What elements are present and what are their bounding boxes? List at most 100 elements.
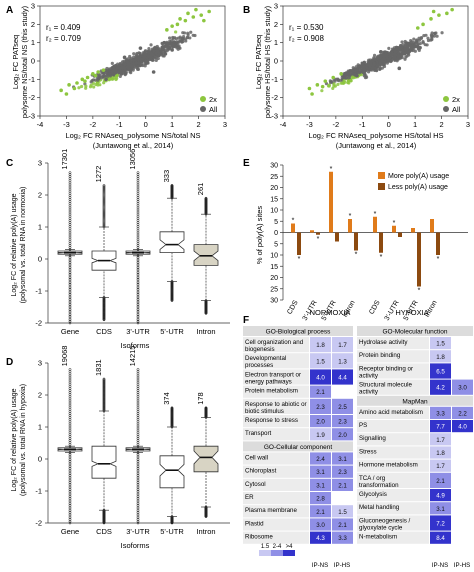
row-label: PS	[359, 422, 367, 429]
outlier-point	[68, 201, 72, 205]
outlier-point	[136, 240, 140, 244]
column-label: IP-NS	[312, 562, 329, 569]
outlier-point	[68, 182, 72, 186]
outlier-point	[136, 375, 140, 379]
scatter-point-2x	[115, 76, 119, 80]
scatter-point-all	[355, 73, 359, 78]
scatter-point-all	[432, 34, 436, 38]
heat-cell-value: 7.7	[436, 424, 445, 431]
outlier-point	[136, 298, 140, 301]
outlier-point	[136, 472, 140, 476]
bar-more	[430, 219, 434, 233]
outlier-point	[102, 377, 106, 381]
scatter-point-all	[400, 40, 404, 44]
row-label-bg	[357, 379, 429, 395]
scatter-point-all	[134, 65, 139, 70]
x-tick-label: -2	[90, 120, 97, 129]
scatter-point-all	[393, 50, 397, 54]
scatter-point-all	[151, 70, 156, 74]
scatter-point-all	[415, 40, 419, 44]
row-label-bg	[243, 385, 309, 398]
outlier-point	[68, 257, 72, 261]
heat-cell	[332, 353, 353, 369]
scatter-point-all	[155, 46, 159, 50]
legend-label-2x: 2x	[209, 95, 217, 104]
scatter-point-all	[396, 54, 400, 58]
heat-cell	[430, 363, 451, 379]
row-label: transformation	[359, 482, 399, 489]
outlier-point	[68, 412, 72, 415]
scatter-point-all	[400, 55, 404, 60]
heat-cell-value: 1.5	[316, 358, 325, 365]
scatter-point-all	[138, 46, 143, 50]
outlier-point	[136, 321, 140, 325]
outlier-point	[136, 223, 140, 226]
outlier-point	[68, 460, 72, 463]
outlier-point	[68, 427, 72, 431]
x-tick-label: 3	[223, 120, 227, 129]
outlier-point	[136, 190, 140, 194]
bar-less	[398, 232, 402, 237]
outlier-point	[136, 259, 140, 263]
scatter-point-2x	[315, 83, 320, 87]
x-tick-label: 1	[170, 120, 174, 129]
scatter-point-all	[160, 49, 164, 53]
outlier-point	[136, 453, 140, 456]
scatter-point-all	[397, 66, 402, 71]
outlier-point	[136, 402, 140, 406]
box-outliers	[136, 368, 140, 525]
scatter-point-2x	[64, 92, 69, 96]
panel-c-categories: Gene CDS 3'-UTR 5'-UTR Intron	[61, 327, 216, 336]
outlier-point	[68, 171, 72, 174]
heat-cell	[430, 350, 451, 363]
outlier-point	[68, 511, 72, 514]
outlier-point	[68, 228, 72, 232]
outlier-point	[136, 385, 140, 389]
scatter-point-2x	[114, 74, 119, 78]
scatter-point-all	[435, 34, 439, 38]
heat-cell-value: 1.5	[338, 509, 347, 516]
outlier-point	[68, 232, 72, 236]
outlier-point	[68, 377, 72, 381]
scatter-point-all	[430, 38, 434, 42]
scatter-point-all	[110, 61, 114, 65]
x-tick-label: 3	[466, 120, 470, 129]
outlier-point	[136, 475, 140, 479]
outlier-point	[136, 456, 140, 460]
outlier-point	[68, 269, 72, 273]
scatter-point-all	[329, 80, 334, 84]
heat-cell-value: 1.8	[436, 354, 445, 361]
outlier-point	[68, 482, 72, 486]
heat-cell	[430, 446, 451, 459]
heat-cell	[310, 428, 331, 441]
scatter-point-all	[376, 54, 381, 58]
outlier-point	[68, 264, 72, 268]
scatter-point-all	[404, 42, 408, 46]
scatter-point-all	[346, 71, 350, 75]
outlier-point	[136, 262, 140, 266]
outlier-point	[68, 321, 72, 325]
outlier-point	[136, 419, 140, 423]
outlier-point	[136, 421, 140, 425]
heat-cell-value: 2.3	[316, 404, 325, 411]
box-outliers	[204, 406, 208, 518]
scatter-point-all	[385, 54, 389, 59]
y-tick-label: 3	[31, 2, 35, 11]
scatter-point-all	[413, 44, 417, 49]
outlier-point	[68, 429, 72, 433]
row-label-bg	[243, 478, 309, 491]
y-tick-label: 15	[270, 196, 278, 203]
row-label: Cytosol	[245, 481, 266, 488]
scatter-point-all	[149, 43, 153, 47]
heat-cell-value: 3.1	[436, 506, 445, 513]
panel-d: D Log₂ FC of relative poly(A) usage (pol…	[6, 346, 230, 550]
scatter-point-2x	[93, 73, 98, 78]
panel-a-xlabel-line2: (Juntawong et al., 2014)	[93, 141, 174, 150]
scatter-point-all	[379, 62, 383, 66]
outlier-point	[136, 493, 140, 497]
outlier-point	[136, 246, 140, 249]
outlier-point	[136, 427, 140, 431]
scale-label: >4	[286, 544, 294, 550]
scatter-point-all	[112, 64, 116, 69]
outlier-point	[68, 211, 72, 215]
